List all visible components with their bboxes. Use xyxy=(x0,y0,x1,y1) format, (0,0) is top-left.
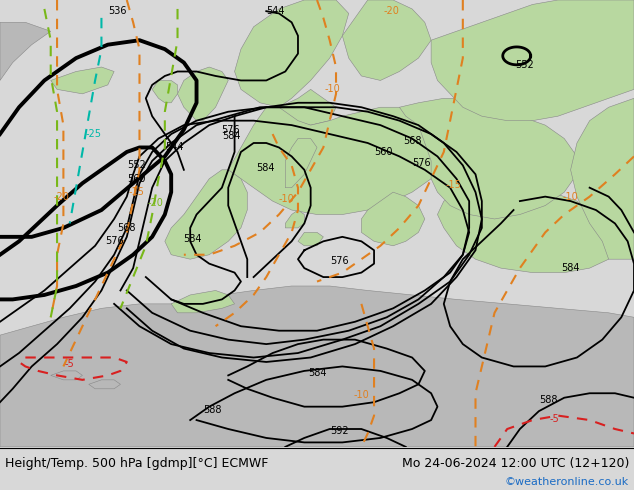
Text: -15: -15 xyxy=(128,187,145,197)
Text: 576: 576 xyxy=(105,236,124,246)
Text: 552: 552 xyxy=(515,60,534,70)
Text: Height/Temp. 500 hPa [gdmp][°C] ECMWF: Height/Temp. 500 hPa [gdmp][°C] ECMWF xyxy=(5,457,268,470)
Text: 536: 536 xyxy=(108,6,127,16)
Text: -20: -20 xyxy=(147,198,164,208)
Text: 560: 560 xyxy=(127,174,146,184)
Polygon shape xyxy=(152,80,178,103)
Text: -20: -20 xyxy=(53,192,70,201)
Text: 584: 584 xyxy=(256,163,275,172)
Polygon shape xyxy=(0,23,51,80)
Text: 592: 592 xyxy=(330,426,349,436)
Polygon shape xyxy=(171,291,235,313)
Text: 584: 584 xyxy=(307,368,327,378)
Polygon shape xyxy=(437,188,615,272)
Polygon shape xyxy=(0,286,634,447)
Text: 560: 560 xyxy=(374,147,393,157)
Polygon shape xyxy=(361,192,425,246)
Text: -10: -10 xyxy=(325,84,340,95)
Text: Mo 24-06-2024 12:00 UTC (12+120): Mo 24-06-2024 12:00 UTC (12+120) xyxy=(401,457,629,470)
Polygon shape xyxy=(298,232,323,246)
Polygon shape xyxy=(235,0,349,107)
Text: -20: -20 xyxy=(384,6,400,16)
Text: 552: 552 xyxy=(127,160,146,171)
Text: 576: 576 xyxy=(221,124,240,135)
Text: -25: -25 xyxy=(86,129,102,139)
Text: -5: -5 xyxy=(550,414,560,424)
Text: 568: 568 xyxy=(403,136,422,146)
Text: 544: 544 xyxy=(266,6,285,16)
Polygon shape xyxy=(165,170,247,259)
Text: 584: 584 xyxy=(222,131,241,141)
Polygon shape xyxy=(399,98,577,219)
Text: -10: -10 xyxy=(279,194,294,204)
Polygon shape xyxy=(285,139,317,188)
Text: 576: 576 xyxy=(412,158,431,168)
Polygon shape xyxy=(342,0,431,80)
Text: -10: -10 xyxy=(354,391,369,400)
Text: ©weatheronline.co.uk: ©weatheronline.co.uk xyxy=(505,477,629,487)
Text: 588: 588 xyxy=(203,405,222,415)
Text: 588: 588 xyxy=(539,395,558,405)
Polygon shape xyxy=(51,371,82,380)
Polygon shape xyxy=(178,67,228,121)
Text: 576: 576 xyxy=(330,256,349,267)
Polygon shape xyxy=(279,89,336,125)
Text: 568: 568 xyxy=(117,223,136,233)
Polygon shape xyxy=(51,67,114,94)
Polygon shape xyxy=(431,0,634,121)
Text: -15: -15 xyxy=(445,180,462,191)
Text: -10: -10 xyxy=(563,192,578,201)
Polygon shape xyxy=(285,210,304,228)
Text: 584: 584 xyxy=(183,234,202,244)
Text: 584: 584 xyxy=(561,263,580,273)
Polygon shape xyxy=(571,98,634,259)
Text: -5: -5 xyxy=(65,359,75,369)
Text: 544: 544 xyxy=(165,143,184,152)
Polygon shape xyxy=(228,107,450,215)
Polygon shape xyxy=(89,380,120,389)
